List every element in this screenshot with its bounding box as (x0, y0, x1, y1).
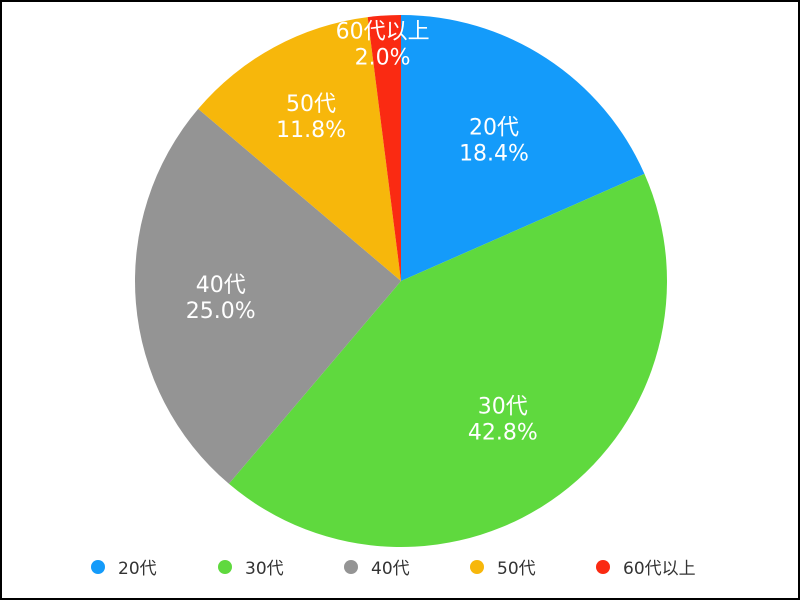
slice-percent-label: 25.0% (186, 299, 256, 324)
legend-marker (344, 560, 358, 574)
legend-marker (470, 560, 484, 574)
legend-item-3: 40代 (344, 559, 410, 579)
legend-label: 60代以上 (623, 559, 696, 579)
slice-category-label: 60代以上 (336, 19, 430, 44)
legend-marker (218, 560, 232, 574)
slice-percent-label: 42.8% (468, 420, 538, 445)
pie-slices (135, 15, 667, 547)
slice-category-label: 40代 (196, 273, 246, 298)
legend-item-1: 20代 (91, 559, 157, 579)
legend-item-4: 50代 (470, 559, 536, 579)
slice-percent-label: 18.4% (459, 141, 529, 166)
slice-category-label: 20代 (469, 115, 519, 140)
legend-label: 50代 (497, 559, 536, 579)
legend-item-5: 60代以上 (596, 559, 696, 579)
slice-percent-label: 11.8% (276, 118, 346, 143)
legend-label: 30代 (245, 559, 284, 579)
legend-marker (91, 560, 105, 574)
pie-slice-1 (401, 15, 645, 281)
pie-slice-3 (135, 108, 401, 484)
legend-marker (596, 560, 610, 574)
slice-percent-label: 2.0% (355, 45, 411, 70)
slice-category-label: 50代 (286, 92, 336, 117)
legend-label: 40代 (371, 559, 410, 579)
pie-slice-2 (228, 173, 667, 547)
legend-item-2: 30代 (218, 559, 284, 579)
slice-category-label: 30代 (478, 394, 528, 419)
legend: 20代 30代 40代 50代 60代以上 (91, 559, 696, 579)
pie-slice-4 (198, 17, 401, 281)
pie-slice-5 (367, 15, 401, 281)
legend-label: 20代 (118, 559, 157, 579)
